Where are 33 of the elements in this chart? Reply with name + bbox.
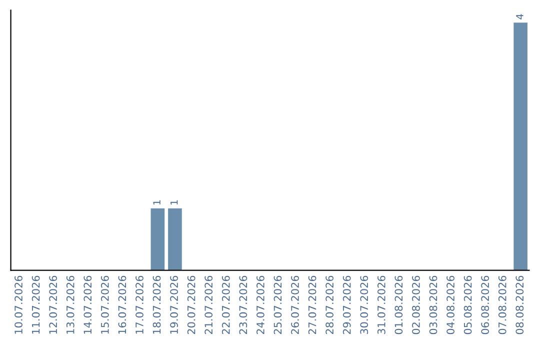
x-tick-label: 19.07.2026	[170, 276, 178, 334]
x-tick-label: 28.07.2026	[326, 276, 334, 334]
x-tick-label: 18.07.2026	[152, 276, 161, 334]
x-tick-label: 04.08.2026	[446, 276, 454, 334]
x-tick-label: 22.07.2026	[222, 276, 230, 334]
x-tick-label: 08.08.2026	[516, 276, 524, 334]
x-tick-label: 16.07.2026	[118, 276, 126, 334]
x-tick-label: 23.07.2026	[239, 276, 248, 334]
x-tick-label: 10.07.2026	[14, 276, 22, 334]
x-tick-label: 11.07.2026	[32, 276, 40, 334]
data-label: 1	[170, 200, 178, 205]
x-tick-label: 01.08.2026	[394, 276, 403, 334]
x-tick-label: 30.07.2026	[360, 276, 368, 334]
x-tick-label: 27.07.2026	[308, 276, 316, 334]
x-tick-label: 25.07.2026	[274, 276, 282, 334]
x-tick-label: 20.07.2026	[187, 276, 196, 334]
x-tick-label: 24.07.2026	[256, 276, 264, 334]
x-tick-label: 07.08.2026	[498, 276, 506, 334]
x-tick-label: 06.08.2026	[481, 276, 490, 334]
data-label: 1	[153, 200, 160, 205]
x-tick-label: 14.07.2026	[84, 276, 92, 334]
x-tick-label: 21.07.2026	[204, 276, 213, 334]
x-tick-label: 13.07.2026	[66, 276, 74, 334]
x-tick-label: 31.07.2026	[377, 276, 386, 334]
x-tick-label: 17.07.2026	[136, 276, 144, 334]
x-tick-label: 02.08.2026	[412, 276, 420, 334]
x-tick-label: 12.07.2026	[49, 276, 58, 334]
x-tick-label: 26.07.2026	[291, 276, 299, 334]
x-tick-label: 29.07.2026	[342, 276, 351, 334]
x-tick-label: 03.08.2026	[429, 276, 438, 334]
x-tick-label: 05.08.2026	[464, 276, 472, 334]
x-tick-label: 15.07.2026	[100, 276, 109, 334]
data-label: 4	[516, 14, 524, 20]
